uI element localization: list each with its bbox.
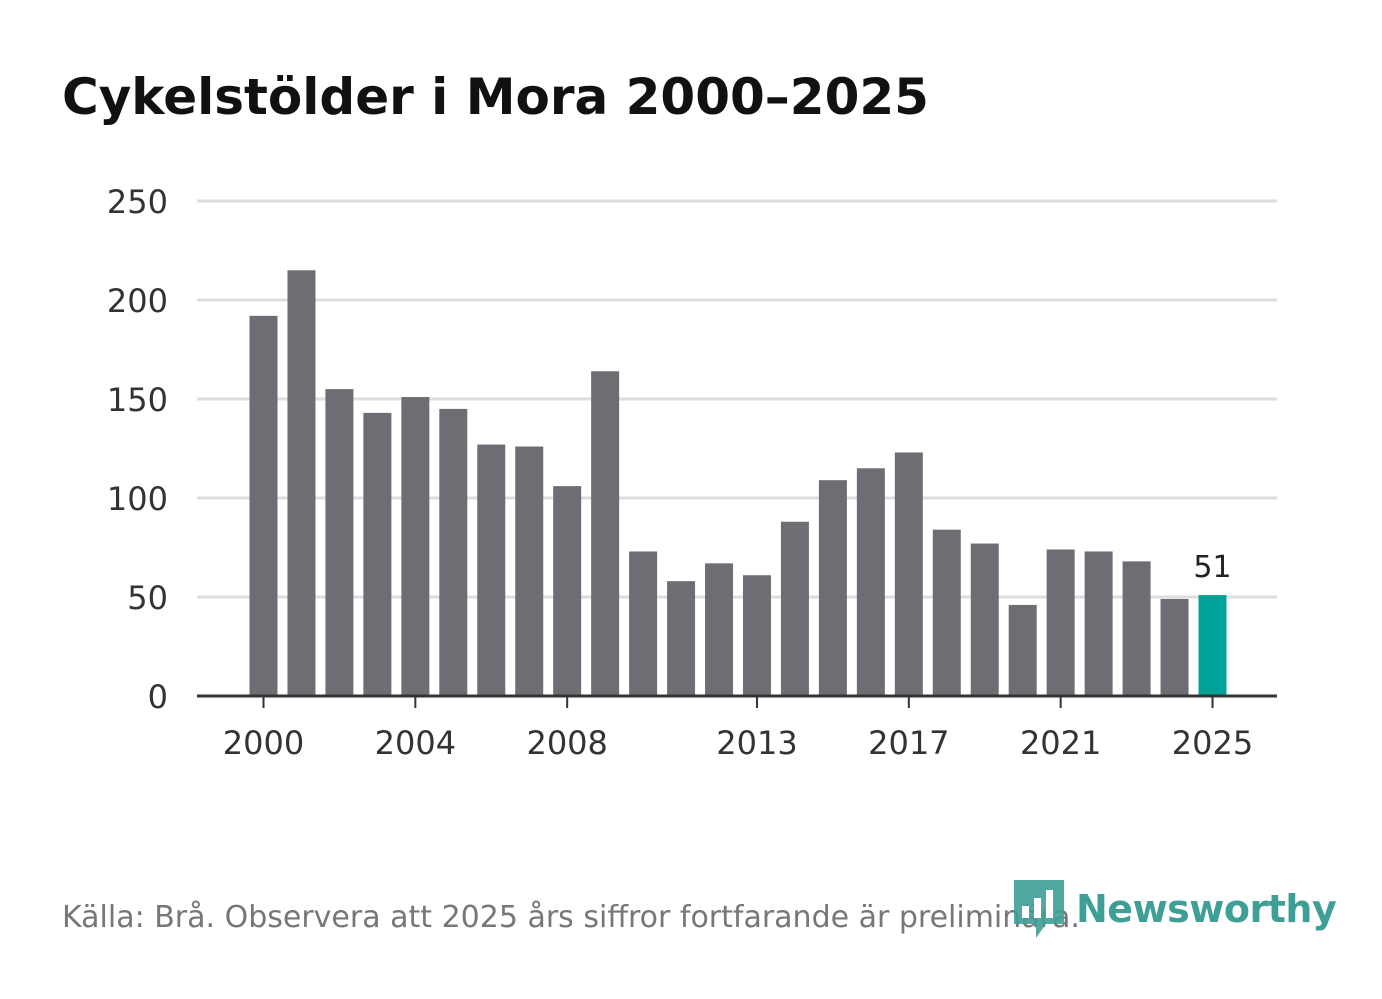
- x-axis-ticks: 2000 2004 2008 2013 2017 2021 2025: [223, 696, 1253, 762]
- bar-2010: [629, 551, 658, 696]
- bar-2008: [553, 486, 582, 696]
- bar-2021: [1046, 549, 1075, 696]
- bar-2004: [401, 397, 430, 696]
- y-tick-label-100: 100: [107, 480, 168, 518]
- y-tick-label-200: 200: [107, 282, 168, 320]
- x-tick-label-2017: 2017: [868, 724, 949, 762]
- x-tick-label-2021: 2021: [1020, 724, 1101, 762]
- bar-2024: [1160, 598, 1189, 696]
- x-tick-label-2013: 2013: [716, 724, 797, 762]
- bar-2011: [667, 581, 696, 696]
- chart-title: Cykelstölder i Mora 2000–2025: [62, 68, 929, 126]
- x-tick-label-2008: 2008: [526, 724, 607, 762]
- bar-2001: [287, 270, 316, 696]
- bar-2000: [249, 315, 278, 696]
- y-axis-ticks: 0 50 100 150 200 250: [107, 183, 168, 716]
- y-tick-label-0: 0: [148, 678, 168, 716]
- bar-2020: [1008, 604, 1037, 696]
- y-tick-label-250: 250: [107, 183, 168, 221]
- bar-2016: [856, 468, 885, 696]
- newsworthy-logo: Newsworthy: [1012, 878, 1337, 940]
- bar-2022: [1084, 551, 1113, 696]
- source-note: Källa: Brå. Observera att 2025 års siffr…: [62, 900, 1080, 935]
- bar-2014: [780, 521, 809, 696]
- bar-2005: [439, 408, 468, 696]
- y-tick-label-50: 50: [127, 579, 168, 617]
- bar-2002: [325, 389, 354, 696]
- bar-2013: [742, 575, 771, 696]
- bar-2015: [818, 480, 847, 696]
- bar-2025: [1198, 595, 1227, 696]
- bar-2023: [1122, 561, 1151, 696]
- y-tick-label-150: 150: [107, 381, 168, 419]
- bar-2017: [894, 452, 923, 696]
- bar-2009: [591, 371, 620, 696]
- x-tick-label-2025: 2025: [1172, 724, 1253, 762]
- bar-2019: [970, 543, 999, 696]
- bar-2006: [477, 444, 506, 696]
- bar-2003: [363, 412, 392, 696]
- grid-lines: [197, 199, 1277, 599]
- bar-2018: [932, 529, 961, 696]
- x-tick-label-2000: 2000: [223, 724, 304, 762]
- bar-chart: 0 50 100 150 200 250 2000 2004 2008 2013 2017 2021…: [107, 183, 1277, 762]
- x-tick-label-2004: 2004: [375, 724, 456, 762]
- bar-2007: [515, 446, 544, 696]
- bar-2012: [705, 563, 734, 696]
- bar-chart-icon: [1014, 880, 1064, 938]
- logo-text: Newsworthy: [1076, 887, 1337, 931]
- highlight-value-label: 51: [1193, 550, 1231, 585]
- bars: [249, 270, 1227, 696]
